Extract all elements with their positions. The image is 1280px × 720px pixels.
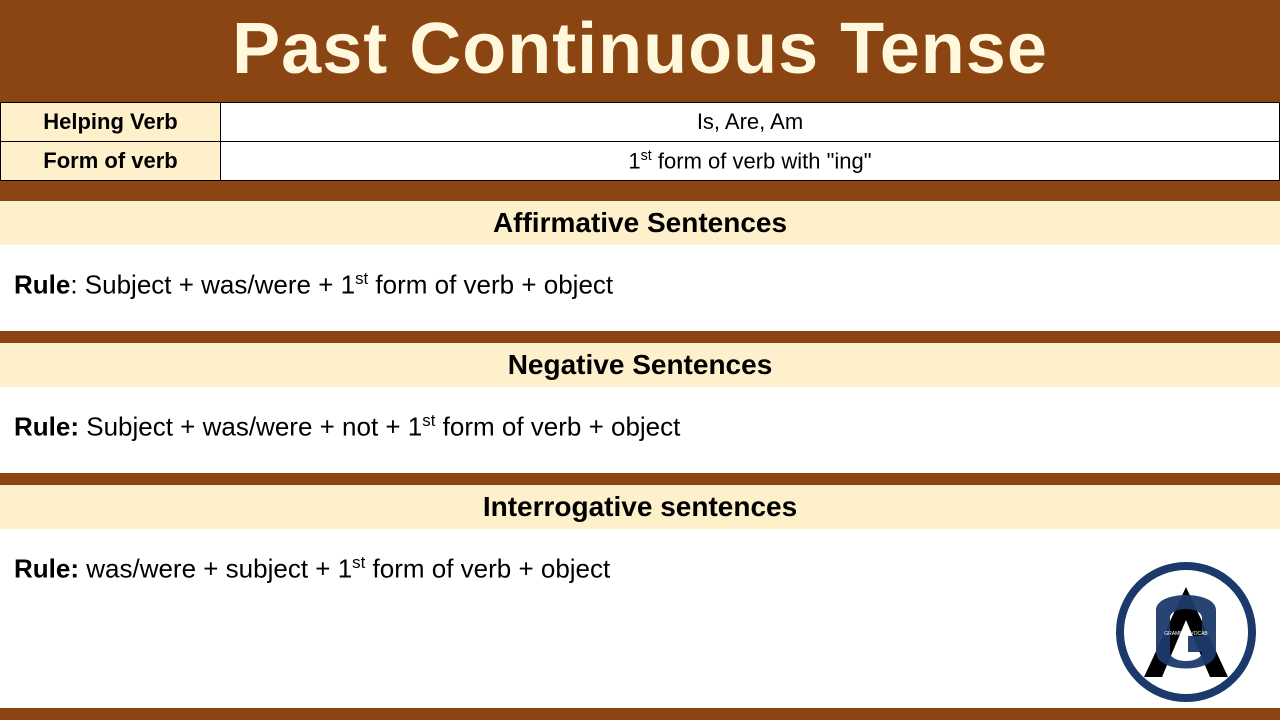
form-of-verb-label: Form of verb: [1, 142, 221, 181]
negative-header: Negative Sentences: [0, 343, 1280, 387]
divider: [0, 331, 1280, 343]
negative-rule: Rule: Subject + was/were + not + 1st for…: [0, 387, 1280, 473]
divider: [0, 708, 1280, 720]
interrogative-rule: Rule: was/were + subject + 1st form of v…: [0, 529, 1280, 615]
interrogative-header: Interrogative sentences: [0, 485, 1280, 529]
helping-verb-value: Is, Are, Am: [221, 103, 1280, 142]
form-of-verb-value: 1st form of verb with "ing": [221, 142, 1280, 181]
affirmative-rule: Rule: Subject + was/were + 1st form of v…: [0, 245, 1280, 331]
affirmative-header: Affirmative Sentences: [0, 201, 1280, 245]
svg-text:GRAMMARVOCAB: GRAMMARVOCAB: [1164, 631, 1208, 637]
page-title: Past Continuous Tense: [0, 0, 1280, 102]
helping-verb-label: Helping Verb: [1, 103, 221, 142]
info-table: Helping Verb Is, Are, Am Form of verb 1s…: [0, 102, 1280, 181]
divider: [0, 181, 1280, 201]
table-row: Helping Verb Is, Are, Am: [1, 103, 1280, 142]
divider: [0, 473, 1280, 485]
logo-icon: GRAMMARVOCAB: [1116, 562, 1256, 702]
table-row: Form of verb 1st form of verb with "ing": [1, 142, 1280, 181]
